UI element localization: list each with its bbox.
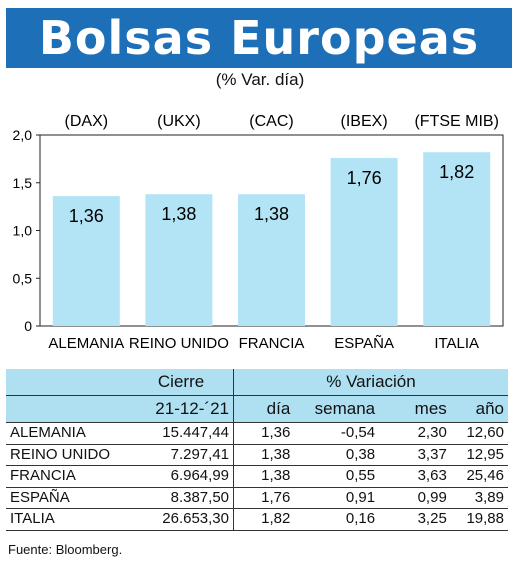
header-dia: día: [233, 395, 295, 423]
row-semana: 0,55: [294, 465, 380, 488]
table-row: FRANCIA 6.964,99 1,38 0,55 3,63 25,46: [6, 465, 508, 488]
table-row: ESPAÑA 8.387,50 1,76 0,91 0,99 3,89: [6, 487, 508, 509]
bar-value-label: 1,82: [439, 162, 474, 182]
y-tick-label: 1,0: [13, 223, 33, 239]
table-row: ALEMANIA 15.447,44 1,36 -0,54 2,30 12,60: [6, 422, 508, 445]
bar-value-label: 1,38: [254, 204, 289, 224]
index-label: (UKX): [157, 113, 201, 130]
row-country: ESPAÑA: [6, 487, 130, 509]
index-label: (IBEX): [341, 113, 388, 130]
row-anio: 12,95: [450, 444, 508, 466]
row-cierre: 7.297,41: [129, 444, 235, 466]
category-label: FRANCIA: [239, 335, 305, 352]
row-semana: 0,16: [294, 508, 380, 531]
index-label: (DAX): [65, 113, 109, 130]
row-mes: 0,99: [379, 487, 451, 509]
markets-table: Cierre % Variación 21-12-´21 día semana …: [6, 369, 508, 531]
index-label: (CAC): [249, 113, 293, 130]
row-country: REINO UNIDO: [6, 444, 130, 466]
row-dia: 1,82: [233, 508, 295, 531]
bar: [330, 157, 398, 326]
chart-subtitle: (% Var. día): [215, 70, 305, 89]
row-mes: 3,25: [379, 508, 451, 531]
row-mes: 3,37: [379, 444, 451, 466]
bar: [423, 152, 491, 326]
bar-value-label: 1,36: [69, 206, 104, 226]
row-dia: 1,38: [233, 465, 295, 488]
header-date: 21-12-´21: [129, 395, 235, 423]
table-row: ITALIA 26.653,30 1,82 0,16 3,25 19,88: [6, 508, 508, 531]
bar: [52, 196, 120, 326]
category-label: ALEMANIA: [48, 335, 124, 352]
bar: [145, 194, 213, 326]
bar-value-label: 1,38: [161, 204, 196, 224]
y-tick-label: 1,5: [13, 175, 33, 191]
row-country: ITALIA: [6, 508, 130, 531]
bar-value-label: 1,76: [347, 168, 382, 188]
chart-title: Bolsas Europeas: [6, 8, 512, 68]
row-dia: 1,76: [233, 487, 295, 509]
y-tick-label: 0,5: [13, 270, 33, 286]
row-anio: 12,60: [450, 422, 508, 445]
category-label: ITALIA: [434, 335, 479, 352]
row-cierre: 26.653,30: [129, 508, 235, 531]
row-country: ALEMANIA: [6, 422, 130, 445]
header-semana: semana: [294, 395, 380, 423]
row-dia: 1,38: [233, 444, 295, 466]
row-semana: 0,91: [294, 487, 380, 509]
row-semana: -0,54: [294, 422, 380, 445]
row-cierre: 8.387,50: [129, 487, 235, 509]
y-tick-label: 2,0: [13, 127, 33, 143]
bar: [238, 194, 305, 326]
row-mes: 2,30: [379, 422, 451, 445]
row-semana: 0,38: [294, 444, 380, 466]
header-variacion: % Variación: [233, 369, 508, 396]
category-label: REINO UNIDO: [129, 335, 229, 352]
index-label: (FTSE MIB): [414, 113, 498, 130]
row-anio: 25,46: [450, 465, 508, 488]
category-label: ESPAÑA: [334, 335, 394, 352]
header-anio: año: [450, 395, 508, 423]
row-anio: 3,89: [450, 487, 508, 509]
row-anio: 19,88: [450, 508, 508, 531]
source-note: Fuente: Bloomberg.: [8, 542, 123, 557]
row-country: FRANCIA: [6, 465, 130, 488]
table-row: REINO UNIDO 7.297,41 1,38 0,38 3,37 12,95: [6, 444, 508, 466]
row-cierre: 6.964,99: [129, 465, 235, 488]
row-dia: 1,36: [233, 422, 295, 445]
row-mes: 3,63: [379, 465, 451, 488]
bar-chart: 0 0,5 1,0 1,5 2,0 1,36 (DAX) ALEMANIA 1,38 (UKX) R…: [13, 113, 504, 352]
row-cierre: 15.447,44: [129, 422, 235, 445]
y-tick-label: 0: [24, 318, 32, 334]
header-mes: mes: [379, 395, 451, 423]
header-cierre: Cierre: [129, 369, 235, 396]
